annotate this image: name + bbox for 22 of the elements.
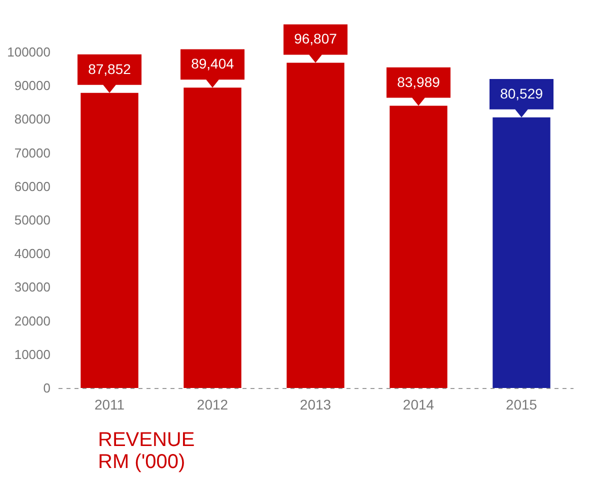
x-tick-label: 2014 [402, 396, 434, 412]
data-label: 83,989 [397, 74, 440, 90]
data-label: 96,807 [294, 30, 338, 47]
data-label: 87,852 [88, 60, 132, 77]
y-tick-label: 100000 [7, 44, 50, 60]
y-tick-label: 60000 [14, 178, 50, 194]
x-tick-label: 2012 [196, 396, 228, 412]
y-tick-label: 50000 [14, 212, 50, 228]
text: REVENUE RM ('000) [98, 429, 195, 473]
x-tick-label: 2013 [300, 396, 332, 412]
y-tick-label: 30000 [14, 280, 50, 295]
x-tick-label: 2015 [506, 396, 538, 412]
data-label: 80,529 [500, 85, 544, 102]
y-tick-label: 10000 [14, 346, 50, 362]
y-tick-label: 40000 [14, 246, 50, 262]
data-label: 89,404 [191, 56, 234, 72]
y-tick-label: 0 [43, 380, 50, 396]
y-tick-label: 90000 [14, 78, 50, 94]
x-tick-label: 2011 [94, 396, 125, 412]
y-tick-label: 70000 [14, 145, 50, 160]
y-tick-label: 20000 [14, 313, 50, 328]
y-tick-label: 80000 [14, 112, 50, 127]
